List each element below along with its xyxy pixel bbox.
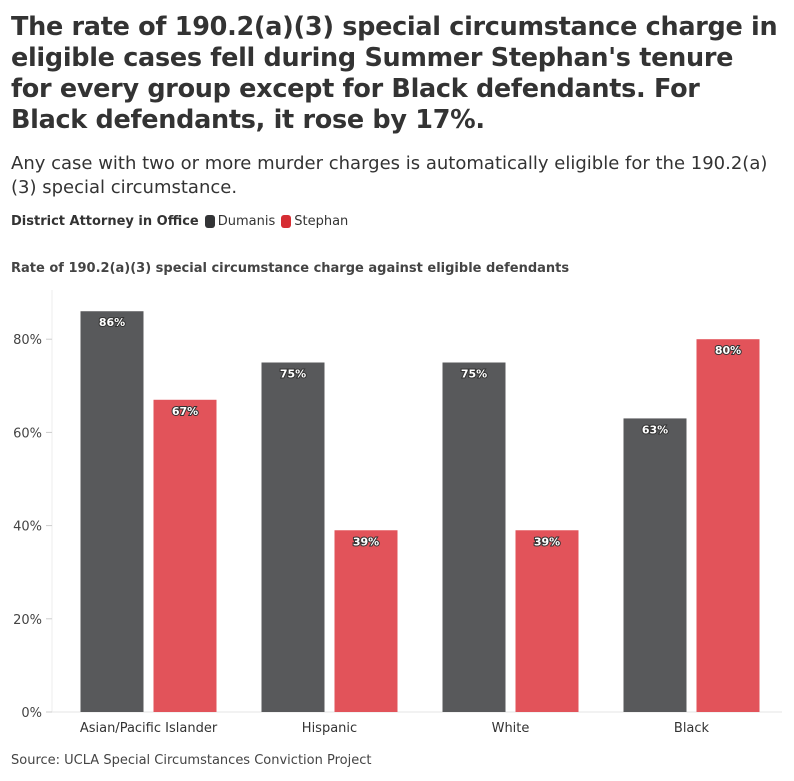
bar-dumanis (623, 418, 687, 712)
bar-stephan (696, 339, 760, 712)
data-label: 80% (715, 344, 741, 357)
data-label: 67% (172, 405, 198, 418)
data-label: 39% (534, 535, 560, 548)
legend-swatch-stephan (281, 215, 292, 228)
x-tick-label: Black (674, 721, 710, 736)
legend-item-dumanis[interactable]: Dumanis (204, 214, 276, 229)
x-tick-label: White (492, 721, 530, 736)
x-tick-label: Hispanic (302, 721, 357, 736)
bar-dumanis (442, 362, 506, 712)
bar-stephan (515, 530, 579, 712)
legend-title: District Attorney in Office (11, 214, 199, 229)
data-label: 39% (353, 535, 379, 548)
y-tick-label: 80% (13, 333, 42, 348)
source-note: Source: UCLA Special Circumstances Convi… (11, 753, 372, 768)
legend-label-dumanis: Dumanis (217, 214, 276, 229)
chart-title: The rate of 190.2(a)(3) special circumst… (11, 12, 778, 135)
y-tick-label: 0% (21, 706, 42, 721)
plot-title: Rate of 190.2(a)(3) special circumstance… (11, 261, 570, 276)
y-tick-label: 40% (13, 520, 42, 535)
legend-item-stephan[interactable]: Stephan (281, 214, 348, 229)
legend: District Attorney in Office Dumanis Step… (11, 214, 354, 229)
bar-dumanis (80, 311, 144, 712)
y-tick-label: 20% (13, 613, 42, 628)
data-label: 75% (461, 368, 487, 381)
data-label: 86% (99, 316, 125, 329)
legend-label-stephan: Stephan (294, 214, 349, 229)
y-tick-label: 60% (13, 426, 42, 441)
bar-stephan (334, 530, 398, 712)
legend-swatch-dumanis (204, 215, 215, 228)
bar-stephan (153, 399, 217, 712)
x-tick-label: Asian/Pacific Islander (80, 721, 218, 736)
bar-dumanis (261, 362, 325, 712)
data-label: 75% (280, 368, 306, 381)
chart-subtitle: Any case with two or more murder charges… (11, 153, 768, 198)
data-label: 63% (642, 423, 668, 436)
